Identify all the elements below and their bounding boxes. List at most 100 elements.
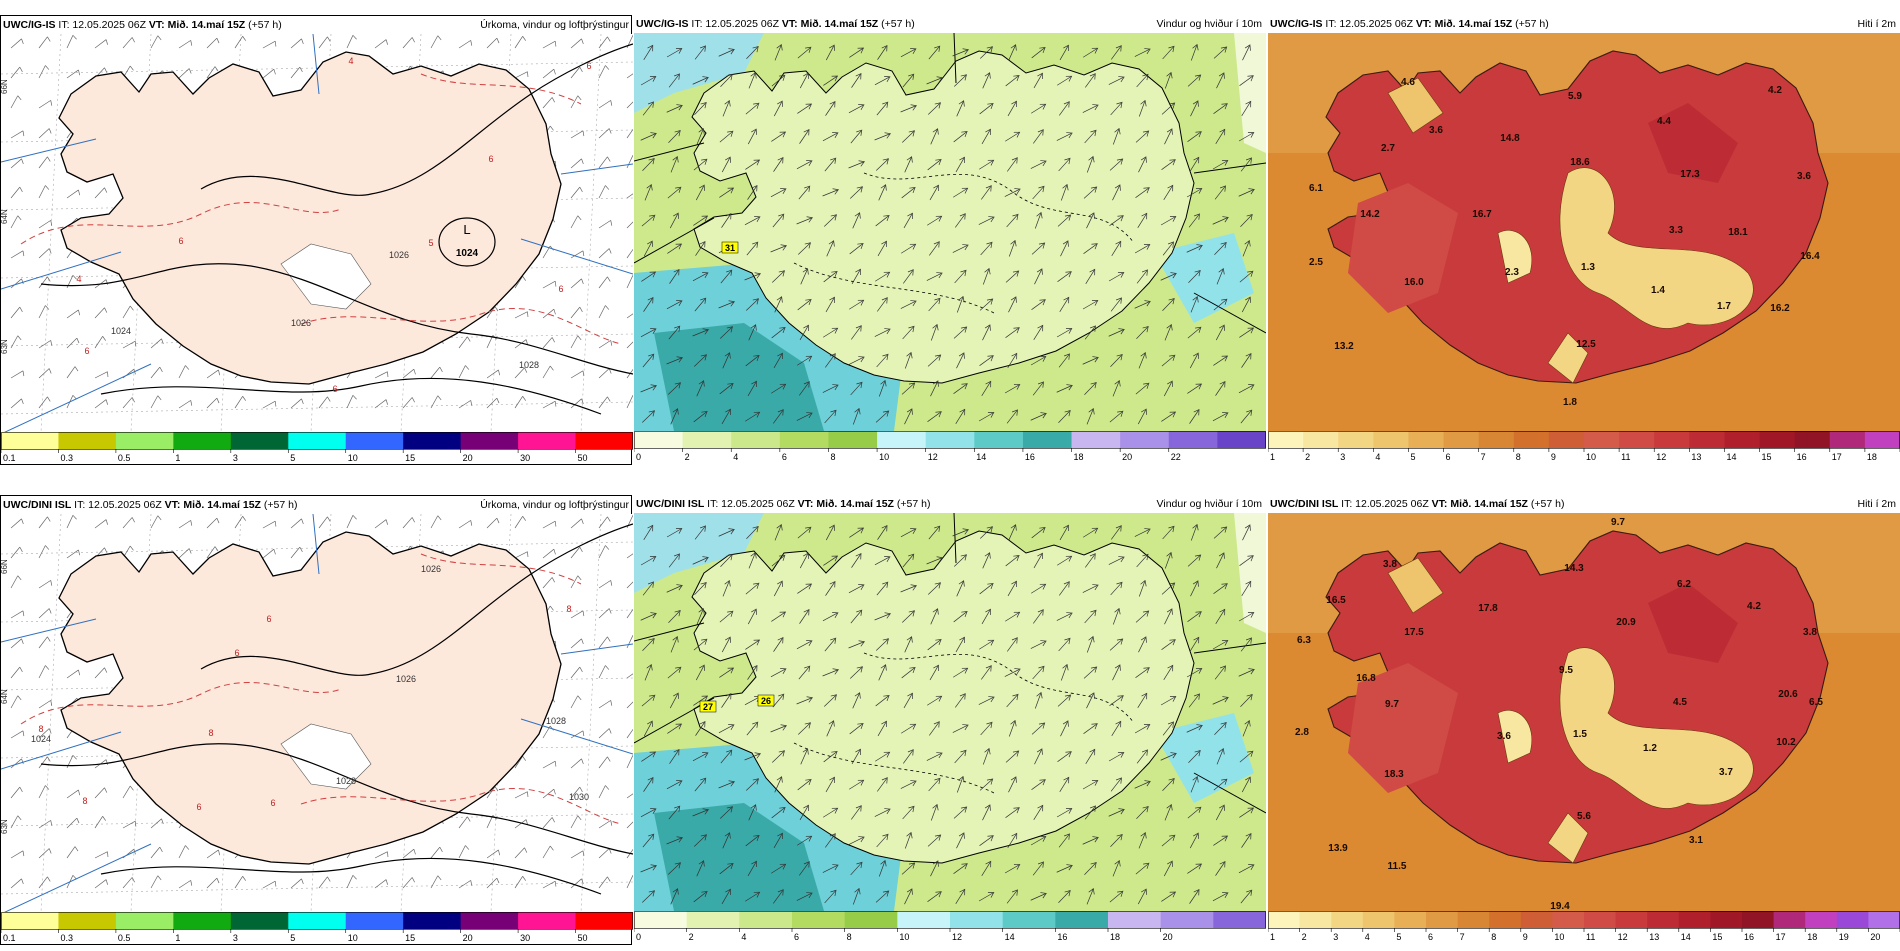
wind-barb [626,789,633,799]
wind-barb [598,340,613,349]
wind-barb [66,846,79,859]
wind-barb [486,369,501,379]
wind-arrow [692,272,709,282]
wind-barb [542,280,557,289]
wind-barb [570,638,584,649]
isobar-label: 1028 [519,360,539,370]
wind-arrow [772,213,785,228]
temperature-label: 2.3 [1505,267,1519,278]
sector-line [1193,772,1266,814]
temperature-label: 20.6 [1778,689,1798,700]
colorbar-swatch [1868,911,1900,928]
colorbar-swatch [950,911,1004,928]
wind-arrow [1007,832,1018,848]
wind-arrow [720,554,733,567]
wind-arrow [771,327,786,339]
precip-contour-label: 5 [428,238,433,248]
temperature-label: 9.7 [1385,699,1399,710]
wind-arrow [1005,555,1020,567]
wind-arrow [721,408,731,425]
wind-arrow [849,47,865,58]
wind-arrow [692,808,709,817]
colorbar-canvas: 0 2 4 6 8 10 12 14 16 18 20 [633,911,1267,942]
wind-arrow [1111,720,1122,736]
wind-barb [94,787,108,799]
temperature-label: 14.2 [1360,209,1380,220]
wind-arrow [1161,354,1176,367]
colorbar-swatch [1303,431,1339,448]
wind-arrow [1216,748,1225,765]
wind-arrow [825,580,836,596]
wind-arrow [640,612,657,621]
wind-barb [122,37,135,49]
wind-barb [290,518,304,529]
colorbar-swatch [1742,911,1775,928]
boundary-line [1,618,97,643]
wind-arrow [824,214,837,227]
wind-arrow [823,271,838,283]
wind-barb [66,337,80,349]
wind-arrow [1189,408,1200,424]
wind-arrow [797,103,813,114]
wind-arrow [745,582,760,595]
wind-arrow [1057,271,1072,282]
wind-barb [570,66,583,79]
colorbar-swatch [1331,911,1364,928]
wind-arrow [800,748,809,765]
wind-arrow [1086,692,1095,709]
wind-arrow [1007,352,1018,368]
colorbar-swatch [288,912,347,929]
wind-arrow [1238,384,1255,394]
wind-arrow [745,891,761,902]
wind-barb [514,819,528,829]
wind-arrow [720,326,733,339]
wind-arrow [773,832,783,849]
wind-arrow [1112,184,1121,201]
wind-barb [626,275,633,289]
wind-arrow [1162,525,1175,540]
colorbar-tick-label: 11 [1621,452,1630,462]
temp-map: 4.6 5.9 4.2 2.7 3.6 14.8 4.4 6.1 18.6 17.3 3.6 14.2… [1268,33,1900,431]
wind-arrow [799,381,810,396]
wind-arrow [1164,128,1173,145]
wind-arrow [1161,159,1176,170]
wind-arrow [1138,352,1147,369]
wind-arrow [823,555,839,566]
wind-barb [570,695,582,709]
wind-barb [206,397,220,409]
colorbar-tick-label: 3 [1333,932,1338,942]
wind-barb [122,517,135,529]
panel-title: Úrkoma, vindur og loftþrýstingur [480,499,629,511]
graticule-line [1,881,633,895]
wind-arrow [1058,410,1071,423]
colorbar-tick-label: 12 [1656,452,1666,462]
colorbar-tick-label: 20 [463,453,473,463]
wind-arrow [1008,296,1017,313]
wind-barb [458,845,470,859]
wind-arrow [926,556,943,565]
sector-line [634,217,715,264]
temperature-label: 14.8 [1500,133,1520,144]
colorbar-tick-label: 18 [1867,452,1877,462]
wind-arrow [928,525,941,540]
wind-barb [38,340,53,349]
panel-title: Hiti í 2m [1857,18,1896,30]
colorbar-tick-label: 1 [175,933,180,943]
wind-barb [514,339,528,349]
wind-arrow [773,409,784,424]
wind-barb [290,66,303,79]
wind-barb [598,368,612,379]
colorbar-swatch [1619,431,1655,448]
wind-arrow [927,639,942,651]
wind-barb [402,877,415,889]
wind-arrow [1083,186,1098,199]
graticule-line [580,34,602,432]
colorbar-swatch [1055,911,1109,928]
temperature-label: 16.7 [1472,209,1492,220]
temperature-label: 5.6 [1577,811,1591,822]
wind-barb [598,665,610,679]
wind-arrow [774,44,783,61]
colorbar-swatch [779,431,829,448]
wind-arrow [903,212,913,229]
wind-arrow [1056,612,1073,621]
